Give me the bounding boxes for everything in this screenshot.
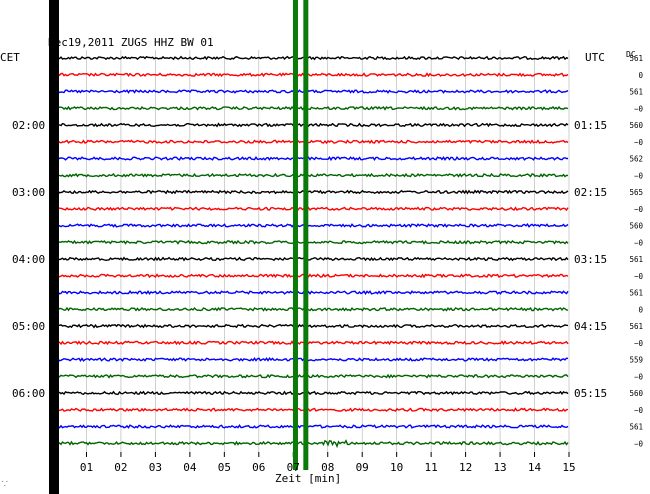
x-tick-label: 02	[114, 461, 127, 474]
trace-7	[51, 172, 569, 178]
trace-6	[51, 155, 568, 162]
dc-value: 561	[629, 289, 643, 298]
trace-5	[51, 139, 569, 145]
right-time-label: 03:15	[574, 253, 607, 266]
event-markers	[49, 0, 309, 494]
left-axis-label: CET	[0, 51, 20, 64]
x-tick-label: 08	[321, 461, 334, 474]
x-tick-label: 05	[218, 461, 231, 474]
x-tick-label: 07	[287, 461, 300, 474]
dc-value: 560	[629, 389, 643, 398]
dc-value: −0	[634, 138, 644, 147]
dc-value: 561	[629, 255, 643, 264]
trace-22	[51, 424, 569, 429]
dc-value: −0	[634, 205, 644, 214]
x-tick-label: 01	[80, 461, 93, 474]
left-time-label: 05:00	[12, 320, 45, 333]
trace-17	[51, 340, 569, 346]
x-tick-label: 09	[356, 461, 369, 474]
dc-value: 565	[629, 188, 643, 197]
left-time-label: 03:00	[12, 186, 45, 199]
trace-11	[51, 239, 569, 245]
dc-value: 0	[638, 71, 643, 80]
trace-19	[51, 373, 569, 379]
trace-group	[51, 55, 569, 449]
dc-value: −0	[634, 238, 644, 247]
dc-label: DC	[626, 50, 636, 59]
left-time-label: 04:00	[12, 253, 45, 266]
trace-20	[51, 390, 569, 396]
axis-labels: 0 01 02 03 04 05 06 07 08 09 10 11 12 13 14 15 02:00 03:0…	[12, 54, 643, 474]
right-time-label: 04:15	[574, 320, 607, 333]
left-time-label: 02:00	[12, 119, 45, 132]
event-marker-1	[303, 0, 309, 470]
trace-16	[51, 323, 569, 329]
dc-value: 559	[629, 356, 643, 365]
dc-value: 560	[629, 222, 643, 231]
right-axis-label: UTC	[585, 51, 605, 64]
dc-value: 561	[629, 54, 643, 63]
right-time-label: 01:15	[574, 119, 607, 132]
dc-value: 0	[638, 305, 643, 314]
x-axis-label: Zeit [min]	[275, 472, 341, 485]
trace-2	[51, 89, 569, 94]
dc-value: 561	[629, 322, 643, 331]
dc-value: 562	[629, 155, 643, 164]
corner-mark: ⸪	[2, 480, 8, 488]
x-tick-label: 13	[493, 461, 506, 474]
trace-0	[51, 55, 569, 61]
right-time-label: 02:15	[574, 186, 607, 199]
trace-23	[51, 439, 569, 449]
trace-4	[51, 122, 569, 128]
x-tick-label: 12	[459, 461, 472, 474]
start-marker-bar	[49, 0, 59, 494]
x-tick-label: 04	[183, 461, 197, 474]
x-tick-label: 10	[390, 461, 403, 474]
trace-14	[51, 290, 569, 296]
dc-value: −0	[634, 339, 644, 348]
dc-value: 561	[629, 423, 643, 432]
trace-8	[51, 189, 569, 195]
x-tick-label: 03	[149, 461, 162, 474]
event-marker-0	[292, 0, 298, 470]
trace-21	[51, 407, 569, 413]
trace-1	[51, 72, 569, 78]
x-tick-label: 0	[49, 461, 56, 474]
dc-value: −0	[634, 104, 644, 113]
trace-3	[51, 105, 569, 111]
trace-13	[51, 273, 569, 279]
trace-9	[51, 206, 569, 212]
dc-value: −0	[634, 439, 644, 448]
left-time-label: 06:00	[12, 387, 45, 400]
right-time-label: 05:15	[574, 387, 607, 400]
dc-value: 561	[629, 88, 643, 97]
dc-value: −0	[634, 372, 644, 381]
trace-12	[51, 256, 569, 262]
x-tick-label: 14	[528, 461, 542, 474]
dc-value: −0	[634, 406, 644, 415]
grid-lines	[51, 50, 570, 457]
dc-value: −0	[634, 171, 644, 180]
x-tick-label: 06	[252, 461, 265, 474]
trace-18	[51, 357, 569, 362]
dc-value: 560	[629, 121, 643, 130]
trace-15	[51, 306, 569, 312]
dc-value: −0	[634, 272, 644, 281]
trace-10	[51, 223, 569, 228]
x-tick-label: 11	[425, 461, 438, 474]
x-tick-label: 15	[562, 461, 575, 474]
chart-title: Dec19,2011 ZUGS HHZ BW 01	[48, 36, 214, 49]
